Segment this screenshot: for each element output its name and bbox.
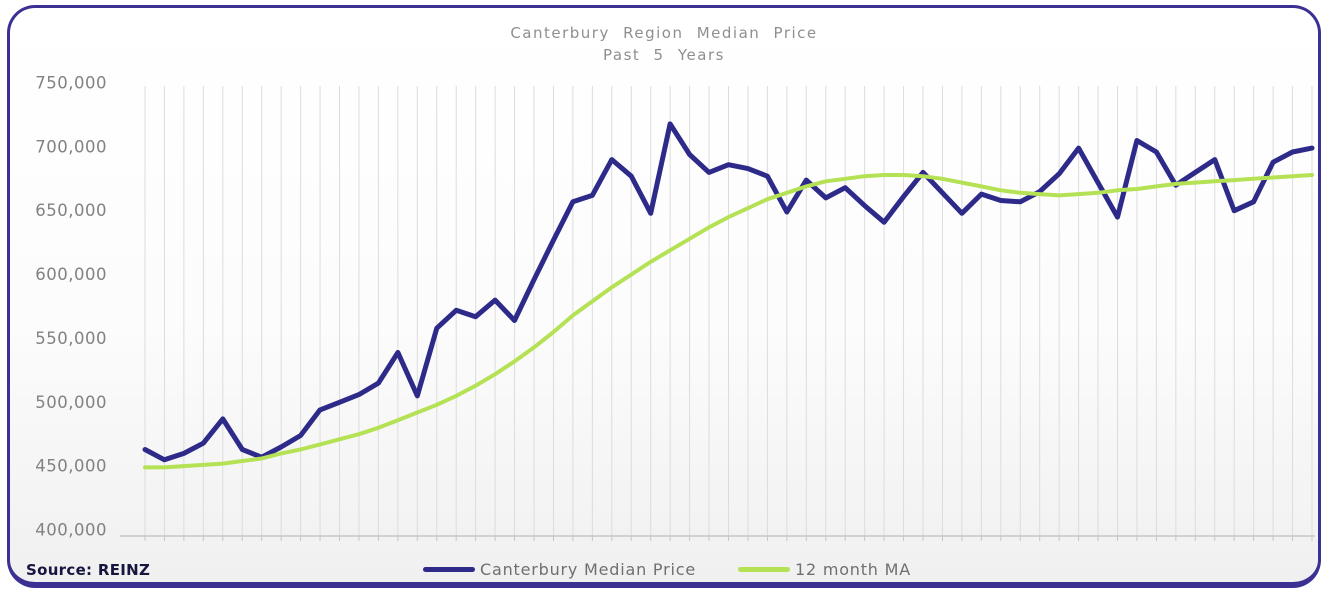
- chart-footer: Source: REINZ Canterbury Median Price 12…: [0, 560, 1334, 584]
- y-tick-label: 700,000: [35, 137, 107, 156]
- legend: Canterbury Median Price 12 month MA: [423, 560, 911, 579]
- y-tick-label: 600,000: [35, 265, 107, 284]
- y-tick-label: 750,000: [35, 74, 107, 93]
- y-tick-label: 450,000: [35, 457, 107, 476]
- y-tick-label: 400,000: [35, 521, 107, 540]
- y-tick-label: 500,000: [35, 393, 107, 412]
- median-price-legend-label: Canterbury Median Price: [480, 560, 696, 579]
- source-label: Source: REINZ: [26, 561, 151, 579]
- 12-month-ma-line: [143, 173, 1314, 470]
- ma-legend-label: 12 month MA: [794, 560, 911, 579]
- chart-title: Canterbury Region Median Price: [510, 24, 818, 42]
- legend-item-12-month-ma: 12 month MA: [737, 560, 911, 579]
- ma-line-swatch: [737, 567, 790, 572]
- median-price-line-swatch: [423, 567, 476, 572]
- y-tick-label: 650,000: [35, 201, 107, 220]
- median-price-line: [142, 121, 1315, 463]
- chart-title-block: Canterbury Region Median Price Past 5 Ye…: [10, 22, 1318, 66]
- chart-card: Canterbury Region Median Price Past 5 Ye…: [7, 5, 1321, 588]
- y-tick-label: 550,000: [35, 329, 107, 348]
- chart-subtitle: Past 5 Years: [603, 46, 725, 64]
- legend-item-median-price: Canterbury Median Price: [423, 560, 696, 579]
